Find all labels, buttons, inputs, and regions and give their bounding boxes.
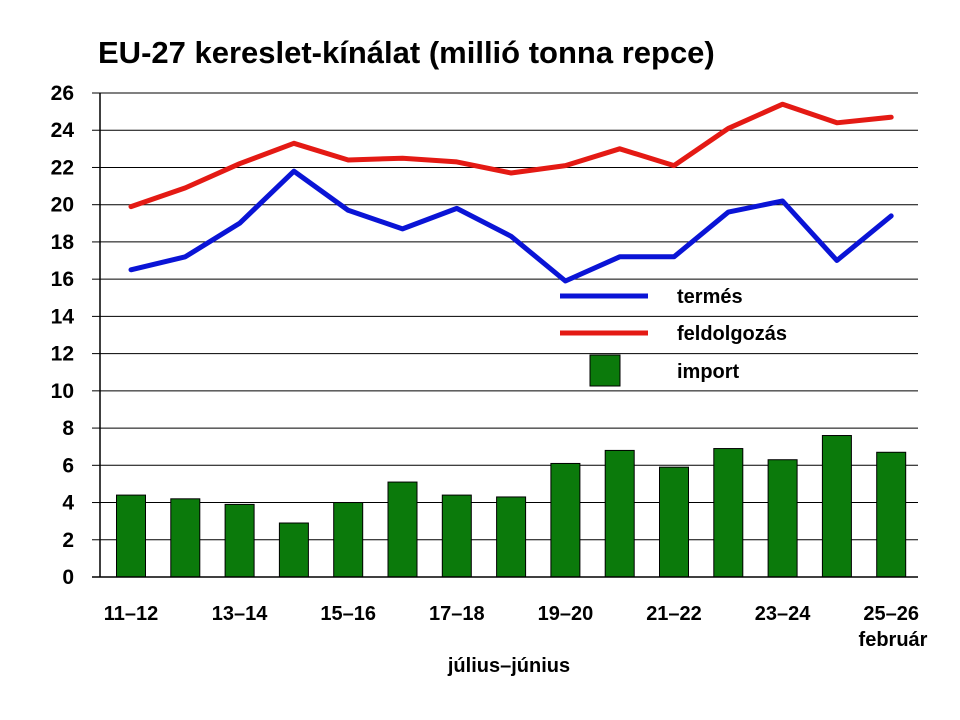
- import-bar: [767, 459, 798, 578]
- y-tick-label: 6: [62, 454, 74, 477]
- import-bar: [441, 494, 472, 578]
- import-bar: [387, 481, 418, 578]
- feldolgozás-line: [128, 101, 894, 210]
- x-tick-sublabel: február: [859, 629, 928, 651]
- x-axis-label: július–június: [447, 655, 570, 677]
- y-tick-label: 0: [62, 566, 74, 589]
- import-bar: [170, 498, 201, 578]
- x-tick-label: 25–26: [863, 603, 919, 625]
- x-tick-labels: 11–12 13–14 15–16 17–18 19–20 21–22 23–24 25–26: [104, 603, 919, 625]
- legend: termés feldolgozás import: [560, 286, 787, 387]
- import-bar: [550, 462, 581, 578]
- x-tick-label: 19–20: [538, 603, 594, 625]
- import-bar: [821, 435, 852, 578]
- feldolgozás-legend-label: feldolgozás: [677, 323, 787, 345]
- y-tick-label: 20: [51, 194, 74, 217]
- import-bar: [604, 449, 635, 578]
- import-bar: [496, 496, 527, 578]
- x-tick-label: 11–12: [104, 603, 159, 625]
- y-tick-label: 16: [51, 268, 74, 291]
- chart-title: EU-27 kereslet-kínálat (millió tonna rep…: [98, 35, 715, 70]
- import-bar: [116, 494, 146, 578]
- y-tick-label: 10: [51, 380, 74, 403]
- import-legend-label: import: [677, 361, 740, 383]
- y-tick-label: 4: [62, 492, 74, 515]
- y-tick-label: 2: [62, 529, 74, 552]
- y-tick-label: 26: [51, 82, 74, 105]
- x-tick-label: 17–18: [429, 603, 485, 625]
- x-tick-label: 21–22: [646, 603, 702, 625]
- bar-series: [116, 435, 907, 578]
- axes: [92, 93, 918, 578]
- y-tick-label: 22: [51, 156, 74, 179]
- import-bar: [224, 503, 255, 578]
- y-tick-label: 14: [51, 305, 75, 328]
- import-bar: [278, 522, 309, 578]
- x-tick-label: 23–24: [755, 603, 811, 625]
- termés-legend-label: termés: [677, 286, 743, 308]
- import-bar: [713, 448, 744, 578]
- termés-line: [128, 168, 894, 284]
- y-tick-label: 12: [51, 343, 74, 366]
- y-tick-label: 18: [51, 231, 75, 254]
- line-series: [128, 101, 894, 284]
- x-tick-label: 15–16: [320, 603, 376, 625]
- import-bar: [333, 502, 364, 578]
- y-tick-label: 24: [51, 119, 75, 142]
- import-bar: [659, 466, 689, 578]
- y-tick-label: 8: [62, 417, 74, 440]
- x-tick-label: 13–14: [212, 603, 268, 625]
- import-legend-swatch: [589, 354, 621, 387]
- import-bar: [876, 451, 907, 578]
